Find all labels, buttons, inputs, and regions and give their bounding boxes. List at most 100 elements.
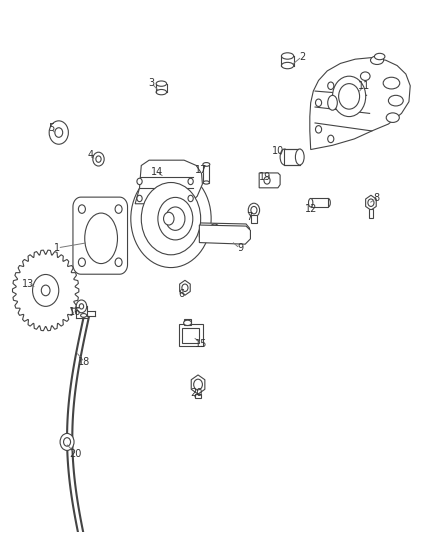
Text: 16: 16 (69, 306, 81, 317)
Ellipse shape (360, 72, 370, 80)
Ellipse shape (67, 439, 70, 443)
Ellipse shape (308, 198, 313, 207)
Text: 20: 20 (70, 449, 82, 458)
Text: 13: 13 (21, 279, 34, 288)
Text: 20: 20 (190, 388, 202, 398)
Ellipse shape (295, 149, 304, 165)
Polygon shape (366, 195, 376, 210)
Polygon shape (180, 280, 190, 295)
Circle shape (315, 99, 321, 107)
Circle shape (141, 182, 201, 255)
Ellipse shape (389, 95, 403, 106)
Polygon shape (199, 223, 250, 239)
Circle shape (41, 285, 50, 296)
Circle shape (368, 199, 374, 206)
Ellipse shape (156, 81, 166, 86)
Circle shape (209, 224, 220, 237)
Ellipse shape (280, 149, 289, 165)
Circle shape (60, 433, 74, 450)
Text: 3: 3 (148, 78, 154, 88)
Circle shape (32, 274, 59, 306)
Circle shape (158, 197, 193, 240)
Text: 15: 15 (195, 338, 208, 349)
Ellipse shape (326, 198, 330, 207)
Bar (251, 215, 257, 223)
Circle shape (188, 195, 193, 201)
Bar (195, 394, 201, 398)
Circle shape (251, 206, 257, 214)
Circle shape (194, 379, 202, 390)
Text: 18: 18 (78, 357, 91, 367)
Text: 12: 12 (304, 204, 317, 214)
Circle shape (93, 152, 104, 166)
Ellipse shape (282, 53, 293, 59)
Circle shape (248, 203, 260, 217)
Text: 10: 10 (272, 146, 284, 156)
Circle shape (328, 82, 334, 90)
Polygon shape (259, 173, 280, 188)
Bar (285, 149, 300, 165)
Circle shape (115, 205, 122, 213)
Ellipse shape (371, 56, 384, 64)
Polygon shape (135, 160, 202, 204)
Circle shape (188, 178, 193, 184)
Ellipse shape (374, 53, 385, 60)
Circle shape (115, 258, 122, 266)
Circle shape (315, 126, 321, 133)
Ellipse shape (203, 181, 209, 184)
Circle shape (137, 178, 142, 184)
Circle shape (328, 135, 334, 143)
Circle shape (131, 169, 211, 268)
Ellipse shape (184, 320, 191, 326)
Circle shape (78, 258, 85, 266)
Circle shape (79, 304, 84, 309)
Circle shape (163, 212, 174, 225)
Circle shape (64, 438, 71, 446)
Ellipse shape (81, 313, 87, 317)
Polygon shape (310, 58, 410, 150)
Text: 7: 7 (247, 212, 253, 222)
Polygon shape (199, 225, 251, 244)
Text: 1: 1 (54, 243, 60, 253)
Text: 14: 14 (151, 167, 163, 177)
Circle shape (76, 300, 87, 313)
Bar (182, 328, 199, 343)
Bar (184, 319, 191, 325)
Ellipse shape (195, 394, 201, 398)
Ellipse shape (386, 113, 399, 123)
Ellipse shape (66, 437, 71, 445)
Text: 8: 8 (373, 193, 379, 204)
Circle shape (55, 128, 63, 138)
Ellipse shape (203, 163, 210, 166)
Text: 2: 2 (299, 52, 305, 61)
Polygon shape (13, 250, 79, 331)
Bar (179, 324, 203, 346)
Ellipse shape (85, 213, 117, 264)
Circle shape (339, 84, 360, 109)
Circle shape (332, 76, 366, 117)
Ellipse shape (282, 62, 293, 69)
Circle shape (264, 176, 270, 184)
Circle shape (49, 121, 68, 144)
Bar (369, 209, 373, 217)
Text: 9: 9 (237, 244, 243, 253)
Text: 17: 17 (195, 165, 208, 175)
Circle shape (137, 195, 142, 201)
Circle shape (228, 227, 237, 237)
Circle shape (96, 156, 101, 163)
Ellipse shape (156, 90, 166, 95)
Ellipse shape (328, 95, 337, 110)
Circle shape (78, 205, 85, 213)
Text: 11: 11 (358, 81, 370, 91)
Polygon shape (73, 197, 127, 274)
Text: 6: 6 (179, 289, 185, 299)
Bar (311, 198, 328, 207)
Text: 19: 19 (259, 172, 271, 182)
Circle shape (182, 284, 188, 292)
Circle shape (166, 207, 185, 230)
Polygon shape (191, 375, 205, 394)
Text: 5: 5 (48, 123, 54, 133)
Bar (203, 165, 209, 182)
Ellipse shape (383, 77, 400, 89)
Text: 4: 4 (87, 150, 93, 160)
